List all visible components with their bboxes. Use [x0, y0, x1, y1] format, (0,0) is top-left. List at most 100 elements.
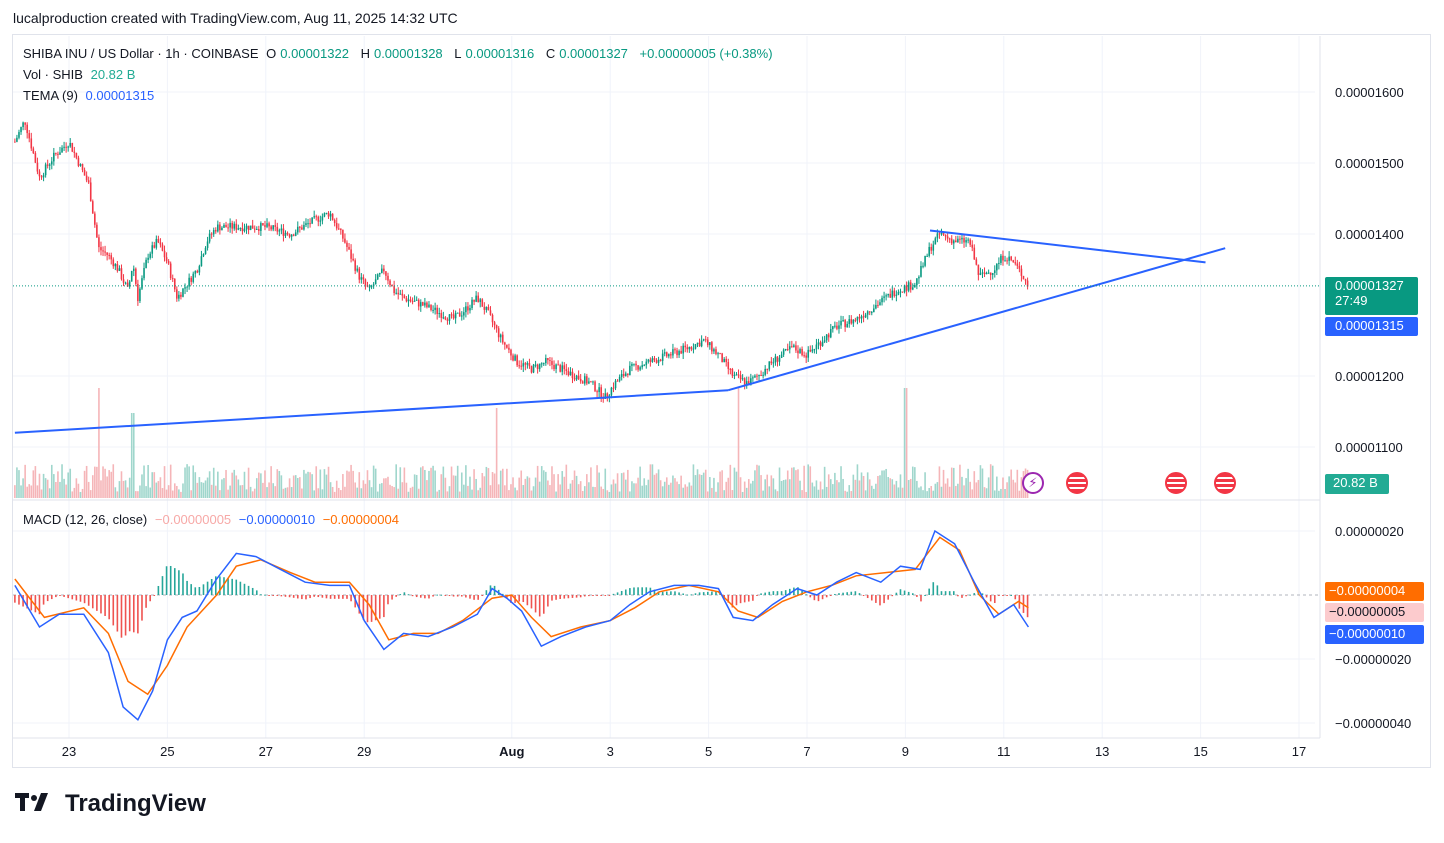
macd-histogram-bar	[141, 595, 143, 621]
candle	[473, 299, 475, 302]
candle	[959, 238, 961, 240]
candle	[577, 375, 580, 379]
volume-bar	[930, 485, 933, 498]
volume-bar	[1020, 477, 1023, 498]
volume-bar	[604, 468, 607, 498]
volume-bar	[202, 482, 205, 498]
macd-histogram-bar	[903, 590, 906, 595]
candle	[588, 381, 590, 384]
volume-bar	[260, 473, 262, 498]
volume-legend[interactable]: Vol · SHIB 20.82 B	[23, 67, 139, 82]
volume-bar	[743, 481, 746, 498]
volume-bar	[313, 490, 315, 498]
volume-bar	[237, 479, 240, 498]
last-price-badge: 0.00001327 27:49	[1325, 277, 1418, 315]
candle	[329, 213, 332, 217]
macd-histogram-bar	[128, 595, 131, 632]
candle	[48, 164, 51, 166]
volume-bar	[340, 490, 342, 498]
candle	[682, 345, 684, 354]
volume-bar	[973, 471, 976, 498]
volume-bar	[616, 473, 619, 498]
volume-bar	[208, 471, 211, 498]
candle	[30, 138, 33, 149]
volume-bar	[16, 467, 18, 498]
macd-legend[interactable]: MACD (12, 26, close) −0.00000005 −0.0000…	[23, 512, 403, 527]
candle	[485, 306, 488, 310]
candle	[717, 353, 719, 355]
macd-histogram-bar	[559, 595, 561, 599]
volume-bar	[225, 469, 227, 498]
volume-bar	[137, 491, 139, 498]
volume-bar	[975, 482, 978, 498]
candle	[210, 233, 213, 235]
volume-bar	[512, 477, 514, 498]
macd-histogram-bar	[624, 589, 627, 595]
candle	[323, 213, 326, 217]
volume-bar	[766, 474, 769, 498]
macd-histogram-bar	[1002, 595, 1004, 596]
volume-bar	[819, 481, 822, 498]
tema-legend[interactable]: TEMA (9) 0.00001315	[23, 88, 158, 103]
volume-bar	[620, 473, 623, 498]
us-flag-event-icon[interactable]	[1214, 472, 1236, 494]
macd-histogram-bar	[153, 595, 156, 596]
candle	[928, 246, 930, 256]
volume-bar	[173, 483, 176, 498]
volume-bar	[178, 489, 180, 498]
time-tick-label: 15	[1193, 744, 1207, 759]
macd-histogram-bar	[219, 576, 221, 595]
volume-bar	[227, 489, 229, 498]
volume-bar	[961, 476, 963, 498]
candle	[727, 362, 730, 369]
macd-histogram-bar	[916, 595, 918, 597]
volume-bar	[811, 482, 814, 498]
candle	[569, 371, 572, 376]
candle	[975, 259, 978, 265]
candle	[161, 244, 164, 251]
candle	[110, 255, 113, 260]
us-flag-event-icon[interactable]	[1165, 472, 1187, 494]
volume-bar	[711, 487, 713, 498]
macd-histogram-bar	[731, 595, 734, 608]
volume-bar	[606, 490, 609, 498]
macd-histogram-bar	[18, 595, 20, 605]
volume-bar	[1010, 469, 1012, 498]
candle	[899, 291, 902, 293]
volume-bar	[432, 465, 434, 498]
us-flag-event-icon[interactable]	[1066, 472, 1088, 494]
candle	[28, 133, 31, 139]
candle	[313, 216, 315, 218]
lightning-event-icon[interactable]: ⚡	[1022, 472, 1044, 494]
macd-histogram-bar	[727, 595, 730, 603]
candle	[575, 375, 578, 380]
candle	[690, 346, 693, 350]
volume-bar	[729, 464, 732, 498]
macd-histogram-bar	[178, 570, 180, 595]
volume-bar	[573, 470, 576, 498]
volume-bar	[235, 475, 238, 498]
candle	[725, 358, 728, 363]
candle	[926, 255, 928, 257]
macd-histogram-bar	[272, 595, 274, 596]
volume-bar	[239, 485, 242, 498]
candle	[604, 393, 607, 399]
tradingview-logo[interactable]: TradingView	[15, 790, 206, 818]
candle	[661, 353, 664, 361]
volume-bar	[686, 486, 689, 498]
candle	[469, 308, 471, 311]
candle	[647, 359, 650, 362]
volume-bar	[795, 470, 797, 498]
volume-bar	[598, 472, 600, 498]
macd-histogram-bar	[276, 595, 279, 596]
volume-bar	[274, 486, 277, 498]
candle	[368, 286, 371, 288]
candle	[571, 371, 574, 379]
macd-histogram-bar	[641, 587, 643, 595]
volume-bar	[112, 464, 115, 498]
volume-bar	[998, 490, 1000, 498]
volume-bar	[518, 477, 520, 498]
candle	[950, 238, 953, 244]
